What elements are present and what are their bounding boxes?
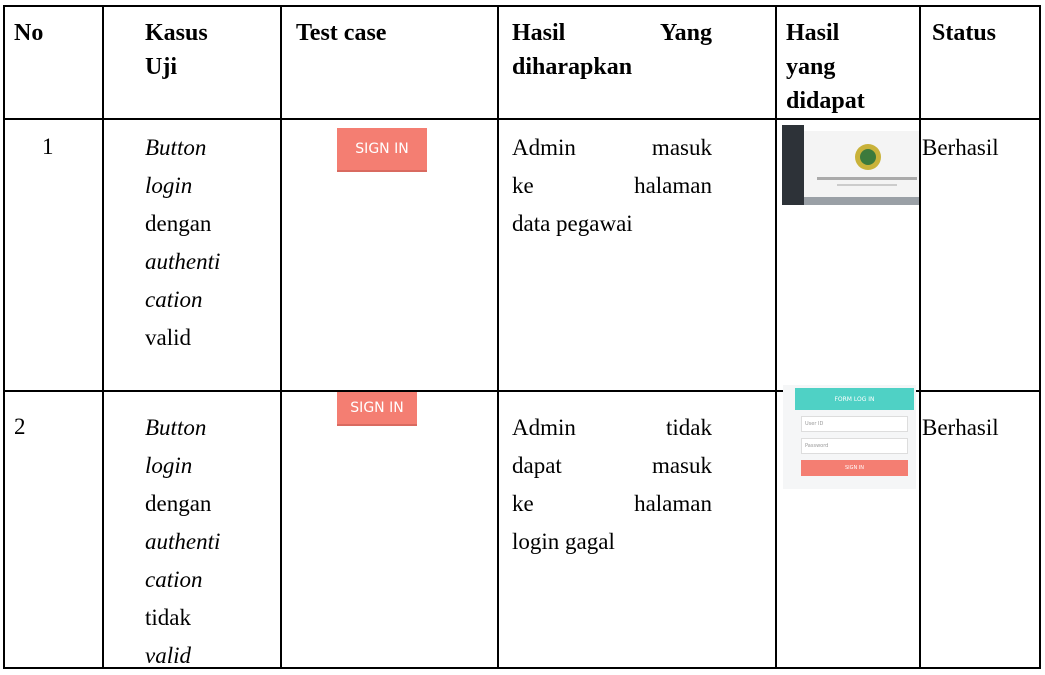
input: User ID xyxy=(801,416,908,432)
cell: Button login dengan authenti cation tidak vali… xyxy=(145,409,220,675)
text-line: data pegawai xyxy=(512,211,633,236)
form-title: FORM LOG IN xyxy=(795,388,914,410)
border xyxy=(280,5,282,668)
text-line: login gagal xyxy=(512,529,615,554)
text-line: ke halaman xyxy=(512,491,712,516)
button: SIGN IN xyxy=(801,460,908,476)
border xyxy=(919,5,921,668)
text-line: Kasus xyxy=(145,20,208,46)
text-line: valid xyxy=(145,643,191,668)
cell: Button login dengan authenti cation valid xyxy=(145,129,220,357)
text-line: Hasil xyxy=(786,20,840,46)
screenshot: FORM LOG IN User ID Password SIGN IN xyxy=(783,385,916,489)
text-line: yang xyxy=(786,54,836,80)
border xyxy=(3,5,1041,7)
cell: Berhasil xyxy=(922,135,999,160)
header-cell: Kasus Uji xyxy=(145,16,208,84)
text-line: diharapkan xyxy=(512,54,633,80)
border xyxy=(1039,5,1041,668)
header-cell: Test case xyxy=(296,20,387,46)
cell: 1 xyxy=(42,134,54,159)
border xyxy=(775,5,777,668)
header-cell: No xyxy=(14,20,44,46)
text-line: login xyxy=(145,453,193,478)
text-line: cation xyxy=(145,287,203,312)
sign-in-button: SIGN IN xyxy=(337,128,427,170)
text-line: dengan xyxy=(145,211,212,236)
input: Password xyxy=(801,438,908,454)
text-line: didapat xyxy=(786,88,865,114)
text-line: Uji xyxy=(145,54,177,80)
cell: 2 xyxy=(14,414,26,439)
text-line: tidak xyxy=(145,605,191,630)
text-line: Hasil Yang xyxy=(512,20,712,46)
text-line: dapat masuk xyxy=(512,453,712,478)
cell: Admin masuk ke halaman data pegawai xyxy=(512,129,712,243)
header-cell: Hasil Yang diharapkan xyxy=(512,16,712,84)
text-line: Admin masuk xyxy=(512,135,712,160)
cell: Berhasil xyxy=(922,415,999,440)
header-cell: Hasil yang didapat xyxy=(786,16,865,118)
header-cell: Status xyxy=(932,20,997,46)
cell: Admin tidak dapat masuk ke halaman login ga… xyxy=(512,409,712,561)
text-line: Admin tidak xyxy=(512,415,712,440)
border xyxy=(3,667,1041,669)
screenshot xyxy=(782,125,919,205)
text-line: ke halaman xyxy=(512,173,712,198)
text-line: Button xyxy=(145,415,207,440)
text-line: Button xyxy=(145,135,207,160)
text-line: cation xyxy=(145,567,203,592)
border xyxy=(497,5,499,668)
border xyxy=(3,118,1041,120)
text-line: dengan xyxy=(145,491,212,516)
border xyxy=(102,5,104,668)
border xyxy=(3,5,5,668)
text-line: authenti xyxy=(145,249,221,274)
text-line: authenti xyxy=(145,529,221,554)
sign-in-button: SIGN IN xyxy=(337,392,417,424)
text-line: login xyxy=(145,173,193,198)
text-line: valid xyxy=(145,325,191,350)
border xyxy=(3,390,1041,392)
